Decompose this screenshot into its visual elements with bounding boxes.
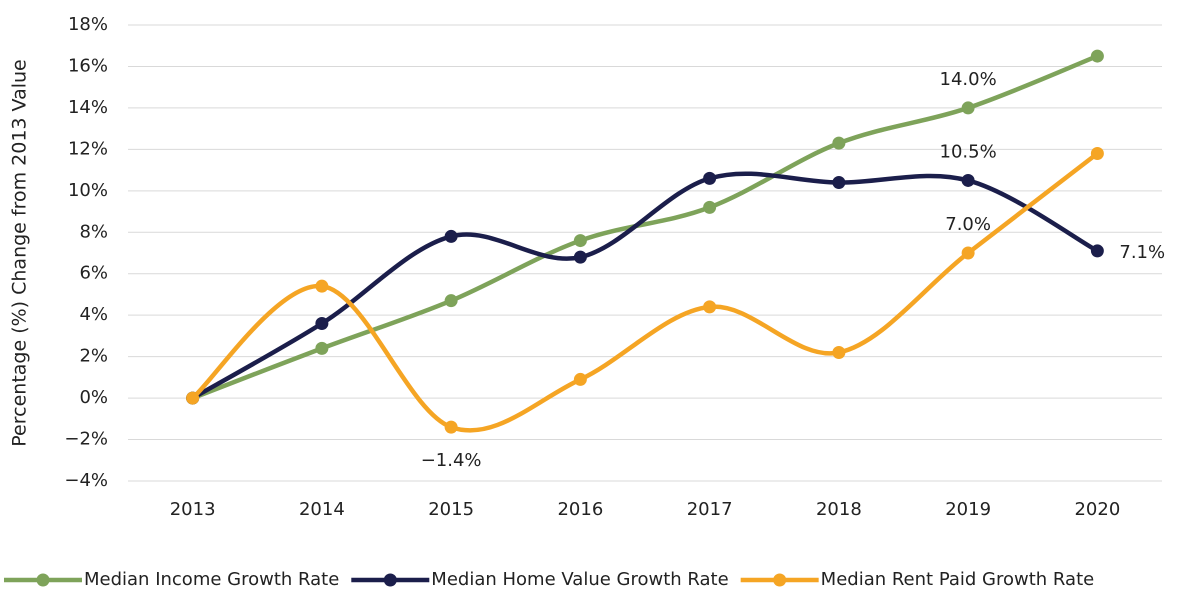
y-tick-label: 2% — [79, 346, 108, 367]
y-tick-label: 4% — [79, 304, 108, 325]
data-point — [832, 345, 846, 359]
y-tick-label: 0% — [79, 387, 108, 408]
data-point — [315, 341, 329, 355]
y-tick-label: 14% — [68, 97, 108, 118]
y-tick-label: 6% — [79, 263, 108, 284]
data-point — [832, 176, 846, 190]
data-point — [961, 173, 975, 187]
data-point — [1090, 147, 1104, 161]
data-label: 14.0% — [940, 69, 997, 90]
data-point — [186, 391, 200, 405]
y-tick-label: 16% — [68, 55, 108, 76]
x-tick-label: 2020 — [1074, 499, 1120, 520]
data-label: 7.0% — [945, 214, 991, 235]
x-tick-label: 2013 — [170, 499, 216, 520]
data-point — [961, 101, 975, 115]
series-line — [190, 53, 1100, 401]
data-point — [573, 234, 587, 248]
data-point — [1090, 244, 1104, 258]
data-point — [444, 229, 458, 243]
y-tick-label: 12% — [68, 138, 108, 159]
x-tick-label: 2017 — [687, 499, 733, 520]
y-tick-label: 8% — [79, 221, 108, 242]
legend-marker — [773, 573, 787, 587]
y-tick-label: −4% — [64, 470, 108, 491]
y-tick-label: 10% — [68, 180, 108, 201]
legend-label: Median Home Value Growth Rate — [431, 569, 728, 590]
x-tick-label: 2019 — [945, 499, 991, 520]
y-tick-label: 18% — [68, 14, 108, 35]
data-point — [832, 136, 846, 150]
data-point — [703, 200, 717, 214]
data-point — [444, 420, 458, 434]
legend-label: Median Income Growth Rate — [84, 569, 339, 590]
data-point — [573, 250, 587, 264]
data-label: −1.4% — [421, 450, 482, 471]
y-tick-label: −2% — [64, 429, 108, 450]
data-label: 7.1% — [1119, 242, 1165, 263]
x-tick-label: 2014 — [299, 499, 345, 520]
data-point — [703, 171, 717, 185]
x-tick-label: 2016 — [557, 499, 603, 520]
legend-marker — [383, 573, 397, 587]
series-line — [190, 171, 1100, 401]
x-tick-label: 2018 — [816, 499, 862, 520]
data-label: 10.5% — [940, 141, 997, 162]
data-point — [703, 300, 717, 314]
data-point — [1090, 49, 1104, 63]
data-point — [315, 279, 329, 293]
legend-label: Median Rent Paid Growth Rate — [821, 569, 1095, 590]
data-point — [315, 316, 329, 330]
y-axis-label: Percentage (%) Change from 2013 Value — [9, 59, 31, 446]
data-point — [444, 294, 458, 308]
series-line — [190, 151, 1100, 433]
data-point — [573, 372, 587, 386]
legend-marker — [36, 573, 50, 587]
data-point — [961, 246, 975, 260]
x-tick-label: 2015 — [428, 499, 474, 520]
